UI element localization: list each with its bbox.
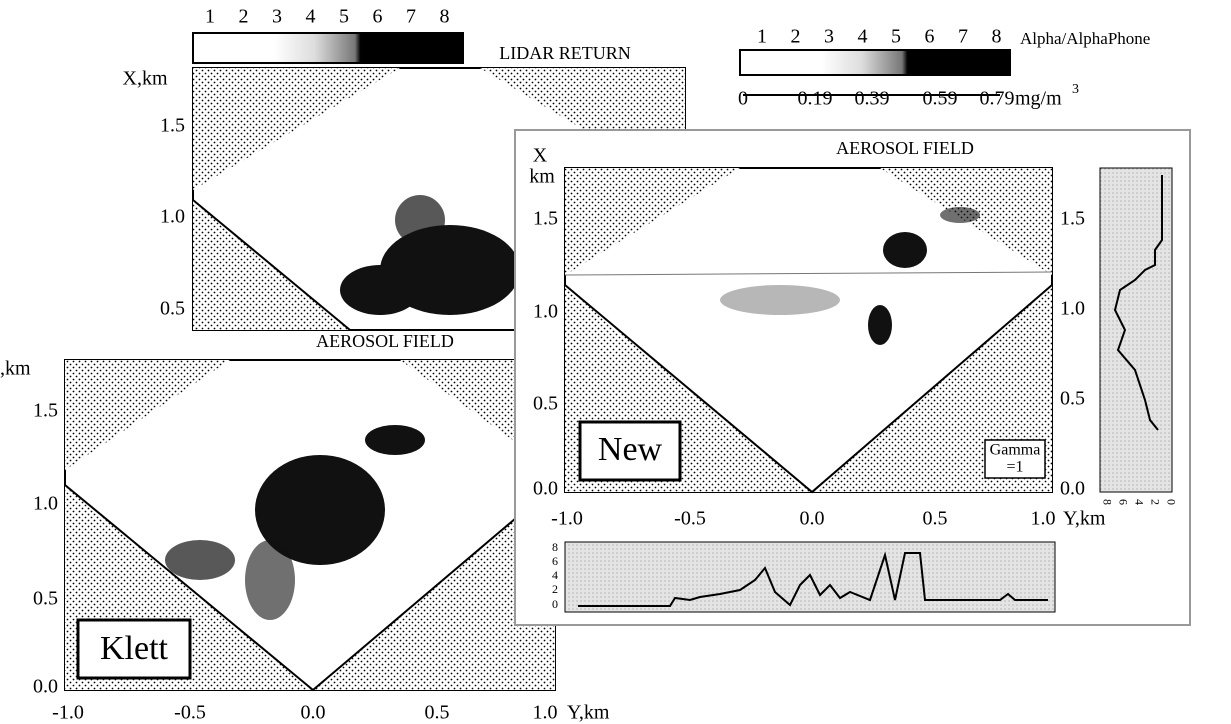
- scale-tick-label: 0.19: [798, 88, 833, 110]
- profile-tick: 6: [1116, 499, 1130, 505]
- gamma-label: =1: [1006, 459, 1023, 476]
- x-tick-label: -1.0: [52, 702, 84, 724]
- y-tick-label: 0.5: [33, 588, 58, 610]
- scale-number: 8: [992, 26, 1002, 48]
- profile-tick: 8: [552, 540, 558, 554]
- y-tick-label: 1.0: [160, 206, 185, 228]
- figure: 12345678LIDAR RETURNX,km1.51.00.5AEROSOL…: [0, 0, 1231, 724]
- scale-number: 6: [373, 6, 383, 28]
- color-scale: [193, 33, 463, 63]
- profile-tick: 0: [552, 597, 558, 611]
- y-tick-label: 0.5: [1060, 388, 1085, 410]
- scale-number: 7: [406, 6, 416, 28]
- scale-number: 5: [339, 6, 349, 28]
- scale-number: 7: [958, 26, 968, 48]
- scale-tick-label: 0.59: [923, 88, 958, 110]
- unit-label: mg/m: [1015, 88, 1062, 110]
- axis-label: km: [529, 166, 555, 188]
- profile-tick: 2: [552, 582, 558, 596]
- x-tick-label: 1.0: [1031, 508, 1056, 530]
- x-tick-label: -1.0: [551, 508, 583, 530]
- y-tick-label: 1.5: [160, 115, 185, 137]
- y-tick-label: 1.0: [33, 493, 58, 515]
- scale-number: 4: [858, 26, 868, 48]
- y-tick-label: 1.5: [33, 400, 58, 422]
- legend-label: Alpha/AlphaPhone: [1020, 29, 1150, 48]
- x-tick-label: 0.0: [301, 702, 326, 724]
- y-tick-label: 0.0: [533, 478, 558, 500]
- method-label: Klett: [100, 630, 169, 667]
- y-tick-label: 1.0: [1060, 298, 1085, 320]
- y-tick-label: 1.0: [533, 301, 558, 323]
- panel-title: AEROSOL FIELD: [316, 331, 454, 351]
- scale-number: 2: [791, 26, 801, 48]
- scale-number: 2: [239, 6, 249, 28]
- panel-title: AEROSOL FIELD: [836, 138, 974, 158]
- y-tick-label: 0.5: [533, 393, 558, 415]
- y-tick-label: 0.0: [33, 676, 58, 698]
- color-scale: [740, 50, 1010, 75]
- y-tick-label: 0.5: [160, 298, 185, 320]
- x-tick-label: 0.0: [800, 508, 825, 530]
- scale-tick-label: 0.79: [980, 88, 1015, 110]
- axis-label: Y,km: [1063, 508, 1106, 530]
- x-tick-label: 1.0: [533, 702, 558, 724]
- scale-number: 5: [891, 26, 901, 48]
- scale-tick-label: 0: [738, 88, 748, 110]
- gamma-label: Gamma: [990, 442, 1041, 459]
- scale-number: 3: [272, 6, 282, 28]
- profile-tick: 4: [1132, 499, 1146, 505]
- unit-exponent: 3: [1072, 82, 1079, 97]
- profile-tick: 8: [1100, 499, 1114, 505]
- axis-label: ,km: [0, 358, 31, 380]
- scale-number: 4: [306, 6, 316, 28]
- profile-tick: 6: [552, 554, 558, 568]
- axis-label: X: [533, 145, 548, 167]
- x-tick-label: -0.5: [174, 702, 206, 724]
- scale-number: 1: [757, 26, 767, 48]
- scale-tick-label: 0.39: [855, 88, 890, 110]
- new-panel: [515, 130, 1190, 625]
- x-tick-label: 0.5: [425, 702, 450, 724]
- axis-label: Y,km: [567, 702, 610, 724]
- x-tick-label: 0.5: [923, 508, 948, 530]
- scale-number: 8: [440, 6, 450, 28]
- profile-tick: 2: [1148, 499, 1162, 505]
- axis-label: X,km: [123, 68, 168, 90]
- panel-title: LIDAR RETURN: [499, 43, 631, 63]
- scale-number: 6: [925, 26, 935, 48]
- y-tick-label: 1.5: [533, 208, 558, 230]
- x-tick-label: -0.5: [674, 508, 706, 530]
- profile-tick: 0: [1164, 499, 1178, 505]
- y-tick-label: 1.5: [1060, 208, 1085, 230]
- profile-tick: 4: [552, 568, 558, 582]
- method-label: New: [598, 431, 663, 468]
- y-tick-label: 0.0: [1060, 478, 1085, 500]
- scale-number: 1: [205, 6, 215, 28]
- scale-number: 3: [824, 26, 834, 48]
